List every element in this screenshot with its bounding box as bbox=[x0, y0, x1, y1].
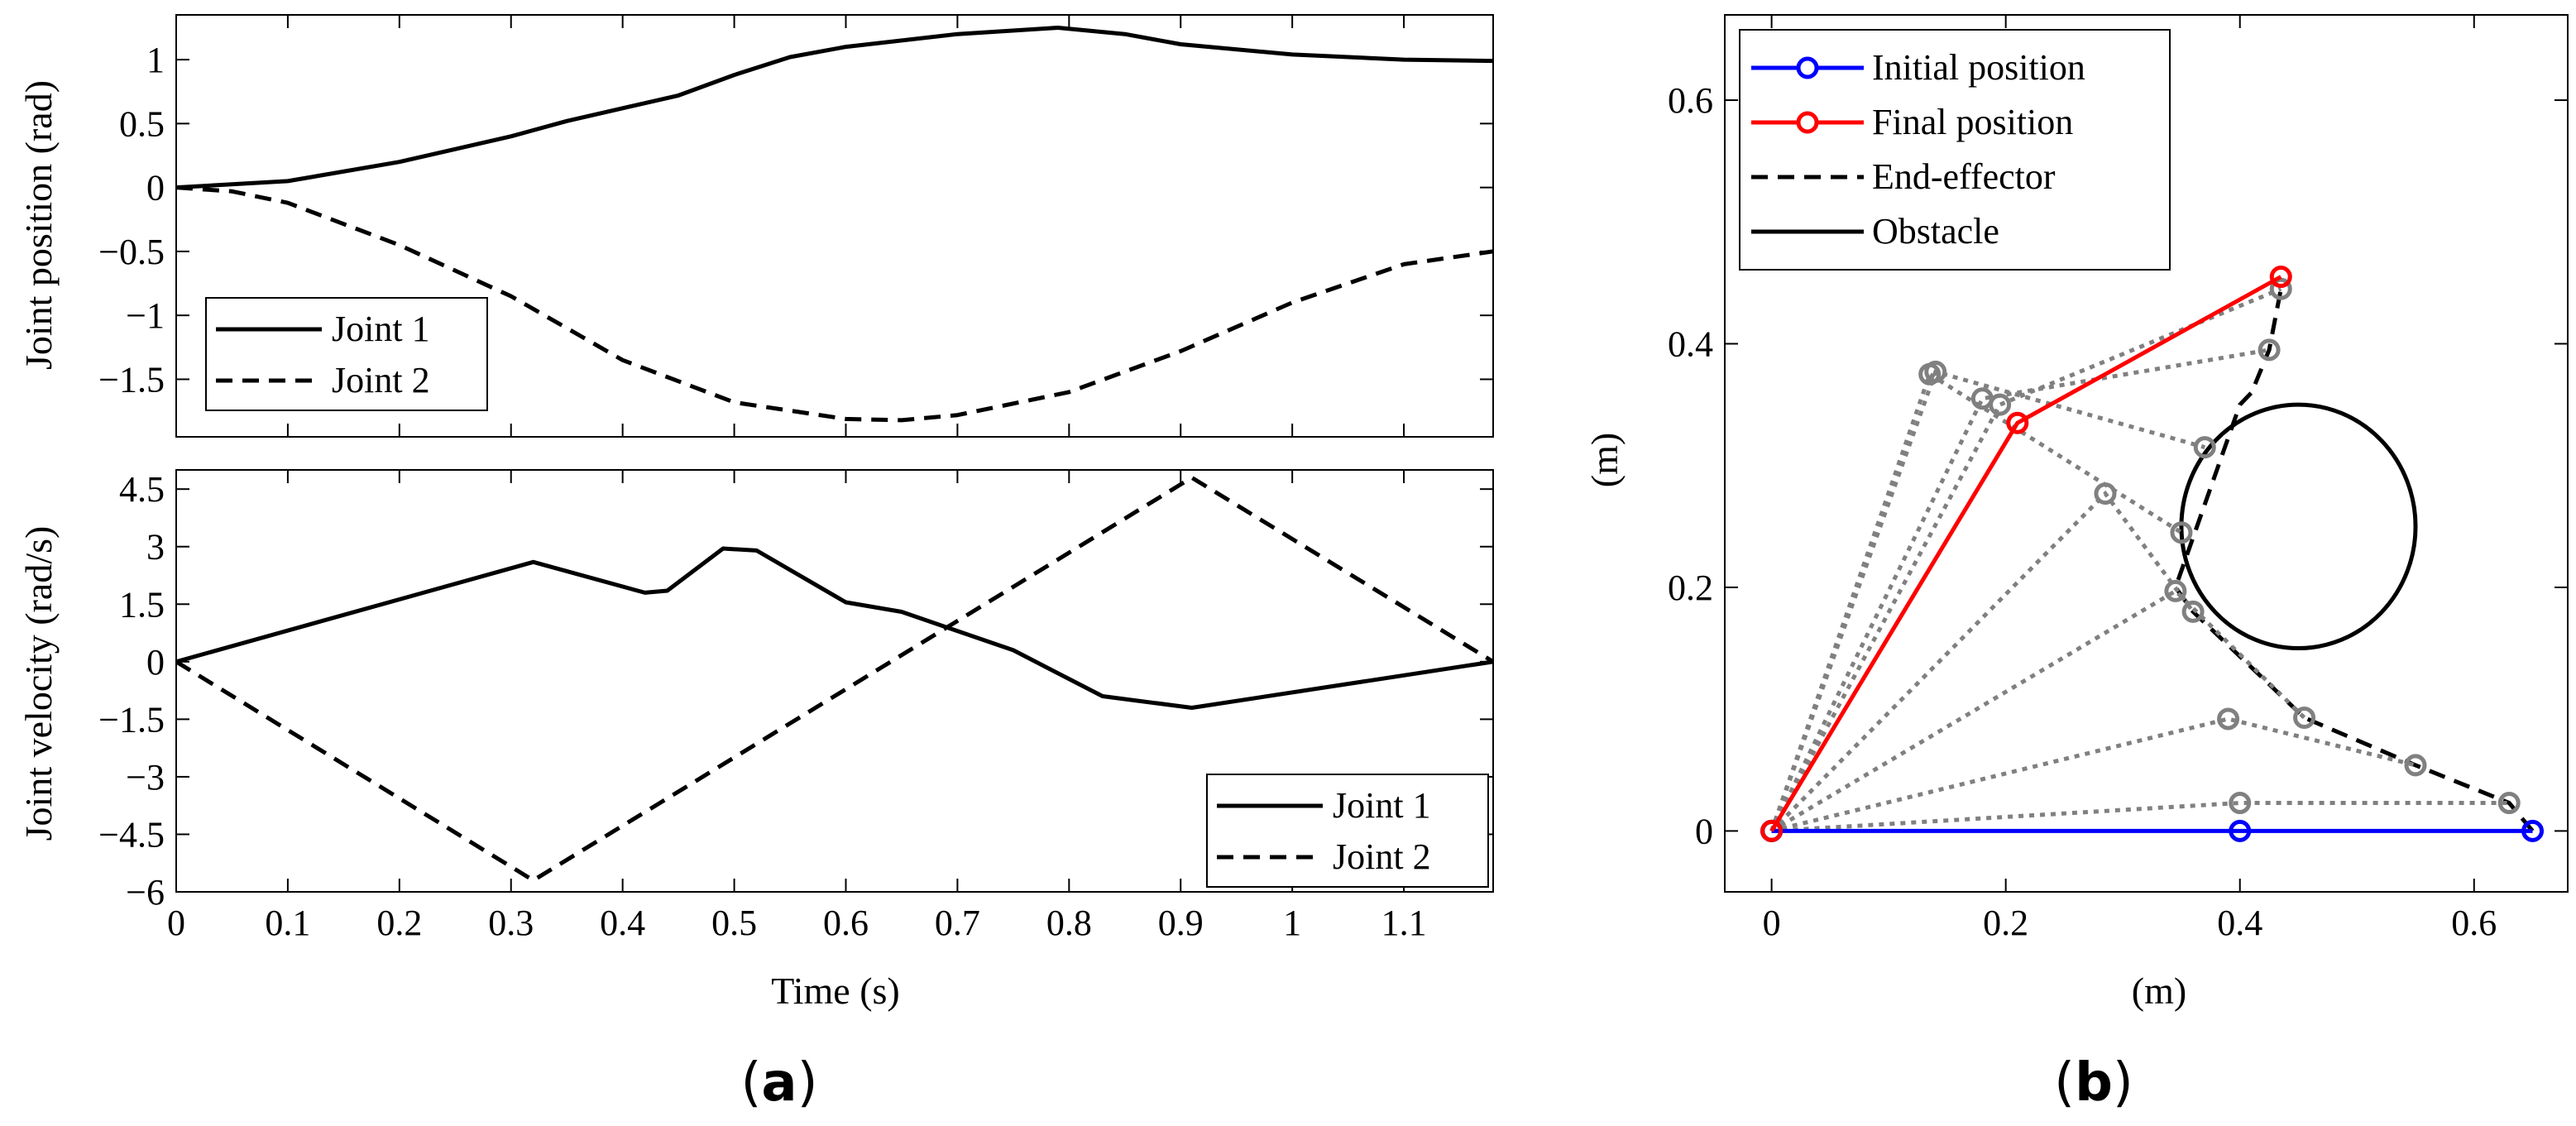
intermediate-joint-marker bbox=[2229, 792, 2252, 815]
a-bottom-xtick-label: 1 bbox=[1283, 903, 1301, 943]
intermediate-joint-marker bbox=[2164, 579, 2187, 602]
intermediate-joint-marker bbox=[2497, 792, 2521, 815]
a-bottom-ytick-label: 0 bbox=[146, 642, 165, 683]
b-ytick-label: 0.4 bbox=[1668, 324, 1713, 365]
a-top-series-joint-2 bbox=[176, 185, 1493, 423]
b-legend-label-3: End-effector bbox=[1872, 156, 2056, 197]
intermediate-config-1 bbox=[1771, 801, 2510, 833]
a-bottom-legend-box bbox=[1206, 774, 1489, 888]
final-position-joint-marker bbox=[2006, 411, 2029, 434]
final-position-arm bbox=[1769, 275, 2282, 832]
intermediate-joint-marker bbox=[2170, 521, 2193, 544]
a-top-legend-label-1: Joint 1 bbox=[332, 309, 430, 349]
b-legend-label-4: Obstacle bbox=[1872, 211, 1999, 252]
caption-b: (b) bbox=[2054, 1052, 2133, 1114]
a-bottom-xtick-label: 0 bbox=[167, 903, 185, 943]
a-top-ytick-label: 1 bbox=[146, 40, 165, 80]
a-bottom-xtick-label: 0.7 bbox=[935, 903, 980, 943]
a-bottom-ytick-label: 3 bbox=[146, 527, 165, 568]
b-ytick-label: 0 bbox=[1695, 811, 1713, 851]
initial-position-joint-marker bbox=[2521, 819, 2545, 842]
intermediate-joint-marker bbox=[2293, 706, 2316, 729]
intermediate-joint-marker bbox=[2258, 338, 2281, 362]
joint-velocity-chart: Joint velocity (rad/s) Time (s) 4.5 3 1.5 0… bbox=[17, 469, 1494, 1012]
a-top-legend-label-2: Joint 2 bbox=[332, 360, 430, 400]
intermediate-joint-marker bbox=[2181, 600, 2205, 623]
b-ylabel: (m) bbox=[1583, 433, 1626, 487]
a-bottom-xtick-label: 0.4 bbox=[600, 903, 645, 943]
a-bottom-ytick-label: −1.5 bbox=[98, 699, 165, 740]
a-bottom-series-joint-1 bbox=[176, 546, 1493, 710]
intermediate-config-6 bbox=[1769, 369, 2205, 832]
b-axes-box bbox=[1724, 14, 2569, 893]
a-top-axes-box bbox=[175, 14, 1494, 438]
a-top-ytick-label: 0 bbox=[146, 168, 165, 208]
b-legend-marker-2 bbox=[1796, 111, 1819, 134]
intermediate-config-4 bbox=[1769, 490, 2195, 833]
final-position-joint-marker bbox=[2269, 266, 2292, 289]
a-bottom-series-joint-2 bbox=[176, 475, 1493, 883]
a-bottom-xtick-label: 0.1 bbox=[265, 903, 310, 943]
intermediate-joint-marker bbox=[2404, 754, 2427, 777]
a-top-plot-area bbox=[176, 26, 1493, 423]
a-bottom-legend-label-1: Joint 1 bbox=[1333, 785, 1431, 826]
a-top-ytick-label: −1 bbox=[126, 295, 165, 336]
b-xtick-label: 0.6 bbox=[2451, 903, 2497, 943]
b-legend-marker-1 bbox=[1796, 56, 1819, 79]
intermediate-joint-marker bbox=[1924, 360, 1947, 383]
intermediate-joint-marker bbox=[2193, 436, 2216, 459]
b-xtick-label: 0.2 bbox=[1983, 903, 2028, 943]
a-bottom-xtick-label: 0.6 bbox=[823, 903, 869, 943]
a-bottom-xtick-label: 0.8 bbox=[1046, 903, 1092, 943]
caption-a: (a) bbox=[740, 1052, 817, 1114]
a-bottom-ytick-label: −3 bbox=[126, 757, 165, 798]
a-bottom-axes-box bbox=[175, 469, 1494, 893]
final-position-joint-marker bbox=[1760, 819, 1784, 842]
a-bottom-xtick-label: 0.5 bbox=[711, 903, 757, 943]
a-bottom-xtick-label: 0.9 bbox=[1158, 903, 1204, 943]
a-top-legend-box bbox=[205, 297, 488, 411]
a-top-ytick-label: −0.5 bbox=[98, 232, 165, 272]
obstacle-circle bbox=[2179, 402, 2418, 651]
intermediate-joint-marker bbox=[2269, 277, 2292, 300]
initial-position-joint-marker bbox=[2229, 819, 2252, 842]
a-bottom-xlabel: Time (s) bbox=[771, 970, 900, 1012]
b-ytick-label: 0.2 bbox=[1668, 568, 1713, 608]
a-top-series-joint-1 bbox=[176, 26, 1493, 190]
a-bottom-ytick-label: −4.5 bbox=[98, 814, 165, 855]
b-legend-label-1: Initial position bbox=[1872, 47, 2085, 88]
b-xtick-label: 0.4 bbox=[2217, 903, 2262, 943]
a-bottom-ytick-label: 1.5 bbox=[119, 584, 165, 625]
a-bottom-legend-label-2: Joint 2 bbox=[1333, 836, 1431, 877]
a-bottom-xtick-label: 1.1 bbox=[1381, 903, 1427, 943]
intermediate-joint-marker bbox=[2217, 707, 2240, 731]
a-top-ylabel: Joint position (rad) bbox=[17, 80, 60, 370]
b-xlabel: (m) bbox=[2132, 970, 2186, 1012]
a-bottom-ytick-label: −6 bbox=[126, 872, 165, 913]
a-top-ytick-label: −1.5 bbox=[98, 359, 165, 400]
b-legend-label-2: Final position bbox=[1872, 102, 2073, 142]
intermediate-joint-marker bbox=[1989, 393, 2012, 416]
b-plot-area bbox=[1760, 266, 2545, 842]
a-bottom-ytick-label: 4.5 bbox=[119, 469, 165, 510]
b-xtick-label: 0 bbox=[1763, 903, 1781, 943]
intermediate-config-5 bbox=[1769, 371, 2183, 832]
a-bottom-xtick-label: 0.3 bbox=[488, 903, 534, 943]
a-top-ytick-label: 0.5 bbox=[119, 103, 165, 144]
a-bottom-xtick-label: 0.2 bbox=[376, 903, 422, 943]
a-bottom-ylabel: Joint velocity (rad/s) bbox=[17, 526, 60, 841]
arm-trajectory-chart: (m) (m) 0 0.2 0.4 0.6 0 0.2 0.4 0.6 Initial posi… bbox=[1583, 14, 2569, 1012]
joint-position-chart: Joint position (rad) 1 0.5 0 −0.5 −1 −1.5 Join… bbox=[17, 14, 1494, 438]
a-bottom-plot-area bbox=[176, 475, 1493, 883]
b-ytick-label: 0.6 bbox=[1668, 80, 1713, 121]
